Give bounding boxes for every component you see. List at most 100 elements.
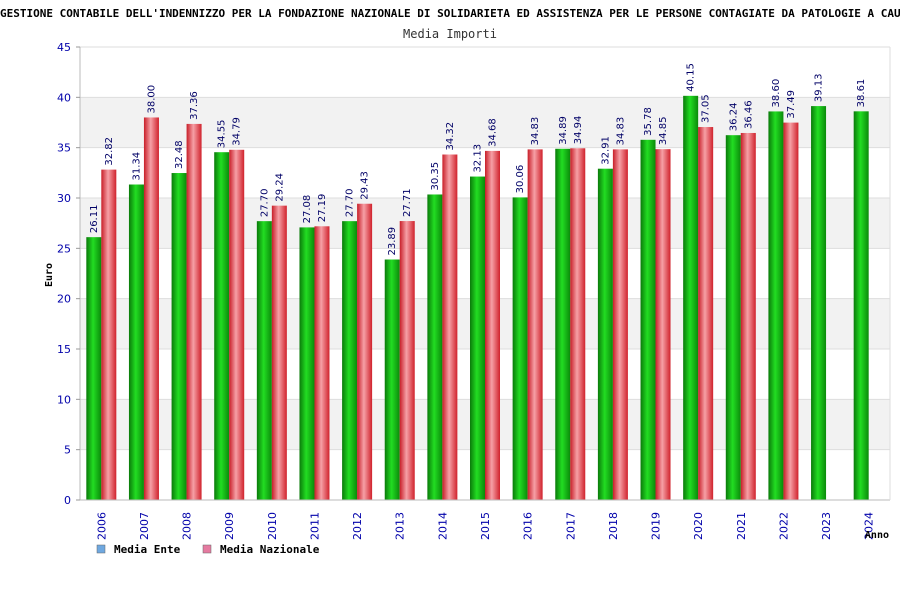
x-tick-label: 2009 (223, 512, 236, 540)
data-label: 38.00 (146, 85, 157, 114)
data-label: 27.70 (259, 189, 270, 218)
bar-ente-2022 (768, 111, 784, 500)
bar-ente-2008 (171, 173, 187, 500)
y-tick-labels: 0 5 10 15 20 25 30 35 40 45 (57, 41, 71, 507)
data-label: 29.24 (274, 173, 285, 202)
bar-nazionale-2019 (655, 149, 671, 500)
legend-label-media-ente: Media Ente (114, 543, 181, 556)
data-label: 30.06 (515, 165, 526, 194)
x-tick-label: 2011 (308, 512, 321, 540)
bar-nazionale-2007 (143, 117, 159, 500)
bar-ente-2014 (427, 194, 443, 500)
bar-ente-2010 (256, 221, 272, 501)
x-tick-label: 2017 (564, 512, 577, 540)
y-tick-label: 25 (57, 242, 71, 255)
bar-ente-2013 (384, 259, 400, 500)
bar-nazionale-2018 (612, 149, 628, 501)
x-tick-label: 2014 (436, 512, 449, 540)
data-label: 37.49 (786, 90, 797, 119)
data-label: 37.36 (189, 91, 200, 120)
bars (86, 95, 869, 501)
bar-nazionale-2020 (698, 127, 714, 500)
bar-nazionale-2011 (314, 226, 330, 500)
bar-ente-2006 (86, 237, 102, 500)
bar-nazionale-2008 (186, 123, 202, 500)
x-tick-label: 2016 (522, 512, 535, 540)
bar-nazionale-2016 (527, 149, 543, 501)
data-label: 29.43 (360, 171, 371, 200)
data-label: 27.70 (345, 189, 356, 218)
y-axis-label: Euro (44, 263, 55, 287)
x-tick-label: 2021 (735, 512, 748, 540)
x-tick-label: 2024 (863, 512, 876, 540)
bar-nazionale-2006 (101, 169, 117, 500)
bar-ente-2011 (299, 227, 315, 501)
bar-ente-2016 (512, 197, 528, 500)
x-tick-label: 2023 (820, 512, 833, 540)
y-tick-label: 0 (64, 494, 71, 507)
y-tick-label: 15 (57, 343, 71, 356)
y-tick-label: 5 (64, 444, 71, 457)
bar-nazionale-2015 (485, 150, 500, 500)
legend-label-media-nazionale: Media Nazionale (220, 543, 320, 556)
bar-ente-2017 (555, 148, 571, 501)
bar-ente-2015 (470, 176, 485, 501)
data-label: 34.83 (530, 117, 541, 146)
bar-ente-2009 (214, 152, 230, 501)
x-tick-label: 2008 (181, 512, 194, 540)
data-label: 31.34 (131, 152, 142, 181)
bar-ente-2020 (683, 95, 699, 500)
chart-title: GESTIONE CONTABILE DELL'INDENNIZZO PER L… (0, 7, 900, 20)
y-tick-label: 20 (57, 293, 71, 306)
bar-nazionale-2012 (357, 203, 373, 500)
data-label: 34.85 (658, 117, 669, 146)
x-tick-label: 2010 (266, 512, 279, 540)
data-label: 23.89 (387, 227, 398, 256)
legend-swatch-media-ente (96, 544, 106, 554)
data-label: 36.24 (728, 103, 739, 132)
x-tick-label: 2013 (394, 512, 407, 540)
data-label: 32.48 (174, 140, 185, 169)
data-label: 27.08 (302, 195, 313, 224)
x-axis-label: Anno (865, 530, 889, 541)
data-label: 30.35 (430, 162, 441, 191)
x-tick-label: 2020 (692, 512, 705, 540)
bar-ente-2012 (342, 221, 358, 501)
data-label: 34.89 (558, 116, 569, 145)
y-tick-label: 35 (57, 142, 71, 155)
bar-ente-2024 (853, 111, 869, 501)
data-label: 32.82 (104, 137, 115, 166)
data-label: 27.71 (402, 188, 413, 217)
y-tick-label: 10 (57, 393, 71, 406)
chart-subtitle: Media Importi (403, 27, 497, 41)
data-label: 40.15 (686, 63, 697, 92)
data-label: 34.83 (615, 117, 626, 146)
data-label: 34.94 (573, 116, 584, 145)
data-labels: 26.11 32.82 31.34 38.00 32.48 37.36 34.55 34.79… (89, 63, 867, 255)
y-tick-label: 45 (57, 41, 71, 54)
data-label: 38.60 (771, 79, 782, 108)
x-tick-label: 2019 (650, 512, 663, 540)
bar-nazionale-2022 (783, 122, 799, 500)
bar-ente-2019 (640, 139, 656, 500)
bar-nazionale-2009 (229, 149, 245, 500)
data-label: 34.55 (217, 120, 228, 149)
data-label: 32.91 (600, 136, 611, 165)
x-tick-label: 2015 (479, 512, 492, 540)
legend-swatch-media-nazionale (202, 544, 212, 554)
bar-nazionale-2010 (271, 205, 287, 500)
data-label: 38.61 (856, 79, 867, 108)
data-label: 36.46 (743, 100, 754, 129)
x-tick-label: 2022 (777, 512, 790, 540)
data-label: 35.78 (643, 107, 654, 136)
bar-ente-2007 (128, 184, 144, 500)
x-tick-label: 2012 (351, 512, 364, 540)
data-label: 34.32 (445, 122, 456, 151)
x-tick-labels: 2006 2007 2008 2009 2010 2011 2012 2013 2014 2015… (95, 512, 875, 540)
data-label: 27.19 (317, 194, 328, 223)
data-label: 39.13 (814, 73, 825, 102)
plot-band (80, 47, 890, 98)
legend: Media Ente Media Nazionale (96, 543, 320, 556)
x-tick-label: 2006 (95, 512, 108, 540)
